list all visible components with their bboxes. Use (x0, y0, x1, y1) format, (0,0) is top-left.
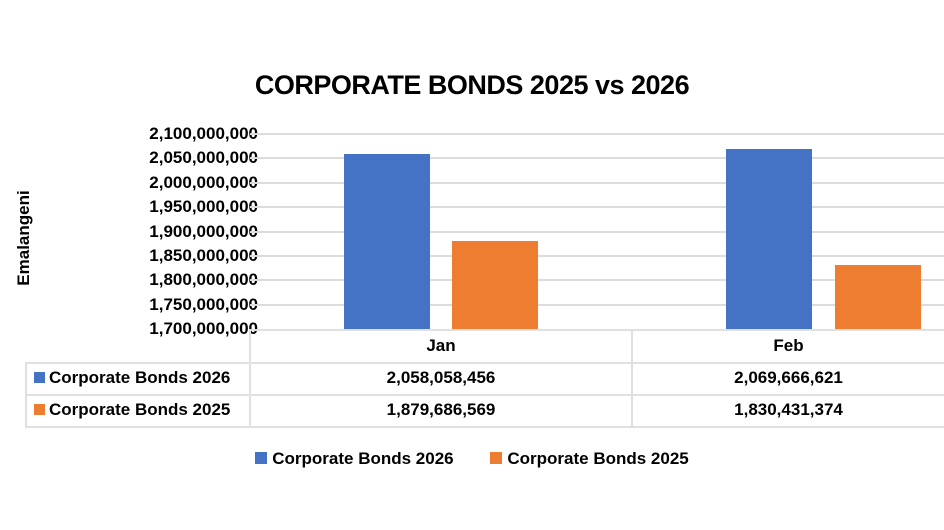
gridline (250, 303, 944, 306)
y-tick-label: 1,700,000,000 (149, 319, 258, 338)
table-cell-2026-jan: 2,058,058,456 (386, 368, 496, 387)
y-tick-label: 2,000,000,000 (149, 172, 258, 192)
legend-swatch-icon (490, 452, 503, 464)
table-header-jan: Jan (426, 336, 456, 355)
table-cell-2026-feb: 2,069,666,621 (734, 368, 843, 387)
y-tick-label: 1,950,000,000 (149, 197, 258, 217)
y-tick-label: 2,050,000,000 (149, 148, 258, 168)
bar-jan-2025 (452, 241, 538, 329)
gridline (250, 230, 944, 233)
bar-feb-2026 (726, 148, 812, 329)
legend-item-2026: Corporate Bonds 2026 (255, 449, 454, 469)
gridline (250, 279, 944, 282)
y-axis-label: Emalangeni (14, 190, 33, 286)
table-cell-2025-jan: 1,879,686,569 (386, 400, 496, 419)
legend-swatch-2026 (34, 372, 45, 383)
gridline (250, 206, 944, 209)
gridline (250, 254, 944, 257)
y-tick-label: 2,100,000,000 (149, 124, 258, 143)
table-cell-2025-feb: 1,830,431,374 (734, 400, 843, 419)
table-row-label-2026: Corporate Bonds 2026 (34, 368, 230, 388)
gridline (250, 181, 944, 184)
chart-title: CORPORATE BONDS 2025 vs 2026 (254, 70, 690, 100)
legend-swatch-icon (255, 452, 268, 464)
y-tick-label: 1,900,000,000 (149, 221, 258, 241)
gridline (250, 157, 944, 160)
legend-item-2025: Corporate Bonds 2025 (490, 449, 689, 469)
legend-swatch-2025 (34, 404, 45, 415)
table-row-label-2025: Corporate Bonds 2025 (34, 400, 230, 420)
y-tick-label: 1,800,000,000 (149, 270, 258, 290)
gridline (250, 133, 944, 135)
y-tick-label: 1,850,000,000 (149, 245, 258, 265)
bar-feb-2025 (835, 265, 921, 329)
table-header-feb: Feb (773, 336, 804, 355)
y-tick-label: 1,750,000,000 (149, 294, 258, 314)
legend: Corporate Bonds 2026 Corporate Bonds 202… (0, 449, 944, 469)
bar-jan-2026 (344, 154, 430, 329)
